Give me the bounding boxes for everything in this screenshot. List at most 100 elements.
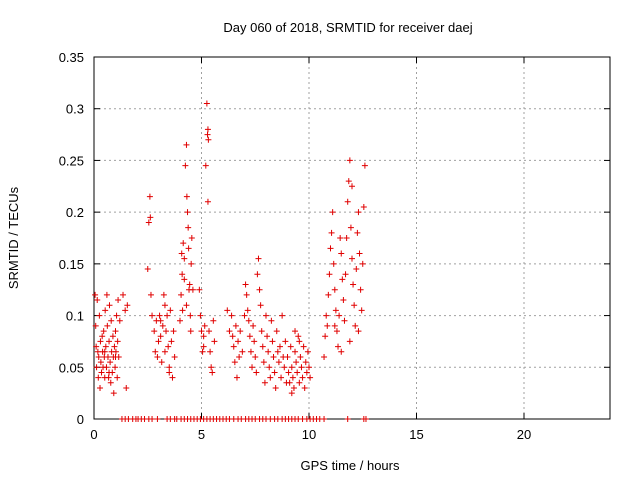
data-point — [112, 328, 119, 335]
data-point — [144, 266, 151, 273]
data-point — [296, 338, 303, 345]
data-point — [178, 291, 185, 298]
data-point — [325, 291, 332, 298]
data-point — [149, 312, 156, 319]
data-point — [187, 328, 194, 335]
data-point — [271, 369, 278, 376]
data-point — [322, 333, 329, 340]
data-point — [349, 255, 355, 262]
data-point — [336, 312, 343, 319]
data-point — [97, 359, 104, 366]
data-point — [261, 379, 268, 386]
data-point — [295, 333, 302, 340]
data-point — [257, 302, 264, 309]
data-point — [183, 193, 190, 200]
chart-title: Day 060 of 2018, SRMTID for receiver dae… — [223, 20, 472, 35]
axis-ticks — [93, 56, 610, 420]
data-point — [351, 302, 358, 309]
x-tick-label: 10 — [302, 427, 316, 442]
data-point — [287, 343, 294, 350]
data-point — [347, 224, 354, 231]
data-point — [327, 245, 334, 252]
data-point — [266, 364, 273, 371]
x-axis-label: GPS time / hours — [301, 458, 400, 473]
data-point — [349, 183, 355, 190]
data-point — [307, 374, 314, 381]
data-point — [298, 364, 305, 371]
data-point — [289, 374, 296, 381]
data-point — [265, 348, 272, 355]
data-point — [160, 291, 167, 298]
data-point — [122, 307, 129, 314]
data-point — [346, 157, 353, 164]
data-point — [112, 348, 119, 355]
data-point — [355, 209, 362, 216]
data-point — [106, 369, 113, 376]
data-point — [116, 317, 123, 324]
data-point — [102, 343, 109, 350]
data-point — [236, 353, 243, 360]
data-point — [279, 312, 286, 319]
data-point — [92, 291, 99, 298]
data-point — [154, 416, 161, 422]
data-point — [278, 374, 285, 381]
data-point — [321, 353, 328, 360]
data-point — [161, 302, 168, 309]
data-point — [331, 286, 338, 293]
data-point — [209, 369, 216, 376]
data-point — [205, 136, 212, 143]
data-point — [329, 209, 336, 216]
data-point — [296, 379, 303, 386]
data-point — [96, 312, 103, 319]
data-point — [97, 338, 104, 345]
data-point — [183, 141, 190, 148]
data-point — [358, 307, 365, 314]
data-point — [241, 312, 248, 319]
data-point — [288, 364, 295, 371]
data-point — [350, 281, 357, 288]
data-point — [344, 198, 351, 205]
data-point — [204, 198, 211, 205]
data-point — [346, 338, 353, 345]
data-point — [204, 131, 211, 138]
data-point — [252, 353, 259, 360]
data-point — [112, 364, 119, 371]
x-tick-label: 15 — [409, 427, 423, 442]
data-point — [232, 322, 239, 329]
data-point — [290, 384, 297, 391]
data-point — [345, 178, 352, 185]
data-point — [149, 416, 156, 422]
data-point — [170, 328, 177, 335]
data-point — [359, 260, 366, 267]
data-point — [115, 297, 122, 304]
data-point — [272, 384, 279, 391]
data-point — [151, 328, 158, 335]
data-point — [124, 302, 131, 309]
data-point — [171, 353, 178, 360]
data-point — [101, 348, 108, 355]
data-point — [258, 328, 265, 335]
data-point — [93, 343, 100, 350]
data-point — [147, 214, 154, 221]
data-point — [98, 369, 105, 376]
data-point — [235, 338, 242, 345]
data-point — [292, 328, 299, 335]
data-point — [164, 312, 171, 319]
tick-labels: 0 0.05 0.1 0.15 0.2 0.25 0.3 0.35 0 5 10 15 20 — [59, 50, 532, 442]
data-point — [339, 276, 346, 283]
data-point — [188, 260, 195, 267]
data-point — [168, 338, 175, 345]
y-tick-label: 0 — [77, 412, 84, 427]
data-point — [198, 328, 205, 335]
data-point — [208, 364, 215, 371]
data-point — [206, 328, 213, 335]
data-point — [260, 359, 267, 366]
data-point — [294, 369, 301, 376]
data-point — [104, 353, 111, 360]
data-point — [106, 338, 113, 345]
data-point — [202, 162, 209, 169]
data-point — [302, 359, 309, 366]
data-point — [224, 307, 231, 314]
data-point — [185, 245, 192, 252]
